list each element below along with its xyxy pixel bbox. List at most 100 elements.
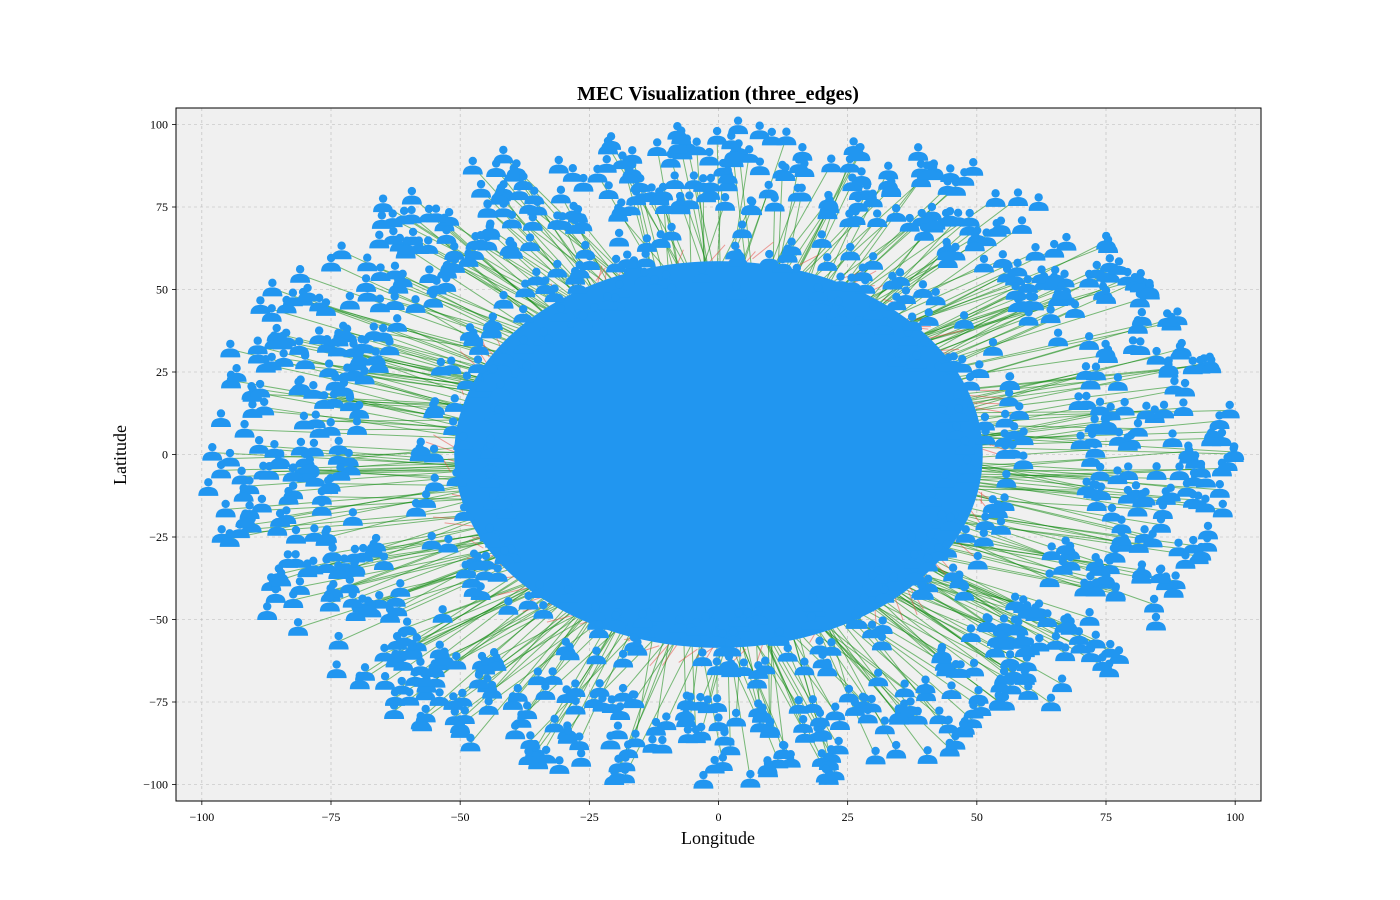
edge-link-line (833, 170, 928, 289)
x-tick-label: −50 (451, 810, 470, 824)
x-tick-label: −100 (189, 810, 214, 824)
edge-link-line (449, 263, 546, 318)
y-tick-label: 100 (150, 118, 168, 132)
edge-link-line (973, 450, 1189, 470)
edge-link-line (691, 640, 697, 736)
edge-link-line (963, 371, 1087, 402)
edge-link-line (973, 465, 1102, 493)
edge-link-line (970, 400, 1087, 423)
y-axis-title: Latitude (110, 425, 130, 485)
edge-link-line (464, 611, 580, 717)
edge-link-line (330, 483, 467, 487)
edge-link-line (943, 542, 1107, 582)
edge-link-line (972, 473, 1206, 480)
edge-link-line (412, 586, 539, 653)
edge-link-line (974, 449, 1096, 458)
edge-link-line (740, 190, 770, 269)
edge-link-line (862, 608, 943, 654)
edge-link-line (973, 422, 1108, 439)
edge-link-line (436, 285, 529, 330)
y-tick-label: −75 (149, 695, 168, 709)
edge-link-line (338, 445, 463, 454)
edge-link-line (437, 598, 557, 663)
edge-link-line (521, 616, 592, 721)
person-markers (198, 116, 1245, 789)
x-tick-label: 25 (842, 810, 854, 824)
y-tick-label: −50 (149, 613, 168, 627)
edge-link-line (973, 458, 1092, 467)
edge-link-line (879, 599, 946, 664)
edge-link-line (886, 594, 1012, 687)
edge-link-line (933, 297, 1067, 354)
edge-link-line (820, 625, 951, 749)
edge-link-line (769, 637, 785, 752)
x-tick-label: 75 (1100, 810, 1112, 824)
edge-link-line (973, 469, 1201, 472)
y-tick-label: 50 (156, 283, 168, 297)
overload-link-line (678, 648, 698, 663)
edge-link-line (529, 631, 637, 742)
overload-link-line (752, 241, 774, 260)
edge-link-line (399, 243, 530, 330)
overload-link-line (444, 522, 478, 528)
y-tick-label: −25 (149, 530, 168, 544)
y-tick-label: 75 (156, 200, 168, 214)
x-tick-label: −25 (580, 810, 599, 824)
edge-link-line (902, 276, 1016, 326)
edge-link-line (578, 630, 632, 743)
edge-link-line (399, 589, 542, 652)
y-tick-label: 0 (162, 448, 168, 462)
edge-link-line (770, 164, 832, 272)
edge-link-line (406, 581, 531, 628)
edge-link-line (945, 540, 1167, 583)
edge-link-line (965, 348, 1182, 407)
edge-link-line (933, 554, 1096, 589)
edge-link-line (373, 331, 490, 373)
edge-link-line (389, 560, 509, 616)
edge-link-line (969, 488, 1094, 491)
edge-link-line (840, 618, 927, 694)
edge-link-line (325, 499, 471, 539)
edge-link-line (319, 428, 466, 431)
edge-link-line (503, 208, 610, 286)
edge-link-line (249, 470, 464, 487)
edge-link-line (769, 637, 822, 733)
edge-server-cluster (454, 261, 983, 648)
overload-link-line (595, 267, 606, 282)
overload-link-line (469, 539, 484, 549)
edge-link-line (512, 614, 587, 703)
edge-link-line (967, 385, 1175, 412)
edge-link-line (961, 513, 1139, 546)
edge-link-line (968, 493, 1162, 526)
edge-link-line (392, 218, 564, 307)
edge-link-line (960, 381, 1091, 395)
edge-link-line (696, 147, 706, 268)
y-tick-label: −100 (143, 778, 168, 792)
overload-link-line (596, 265, 603, 286)
x-tick-label: −75 (322, 810, 341, 824)
edge-link-line (952, 530, 1100, 569)
overload-link-line (433, 434, 456, 449)
y-tick-label: 25 (156, 365, 168, 379)
edge-link-line (693, 181, 709, 268)
edge-link-line (700, 641, 728, 733)
edge-link-line (716, 136, 721, 268)
edge-link-line (805, 182, 853, 279)
edge-link-line (702, 202, 726, 268)
edge-link-line (876, 217, 959, 308)
edge-link-line (398, 285, 527, 332)
overload-link-line (708, 244, 726, 264)
edge-link-line (881, 598, 975, 669)
edge-link-line (972, 430, 1081, 442)
edge-link-line (512, 250, 577, 300)
edge-link-line (470, 611, 580, 744)
x-tick-label: 0 (716, 810, 722, 824)
edge-link-line (819, 625, 905, 690)
edge-link-line (633, 638, 677, 701)
x-tick-label: 100 (1226, 810, 1244, 824)
edge-link-line (832, 621, 906, 717)
overload-link-line (443, 459, 451, 473)
edge-link-line (739, 640, 792, 760)
edge-link-line (432, 299, 517, 341)
